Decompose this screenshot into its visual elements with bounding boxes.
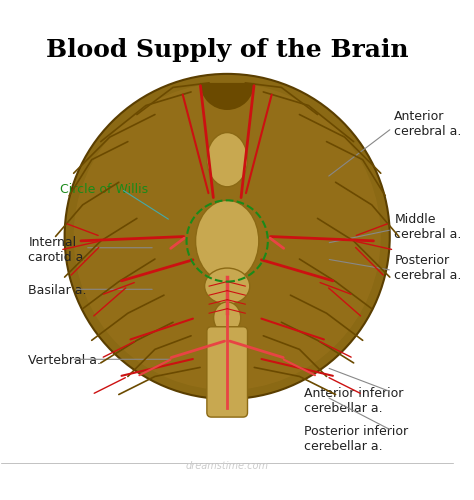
Text: Blood Supply of the Brain: Blood Supply of the Brain: [46, 38, 409, 62]
Ellipse shape: [196, 200, 259, 281]
FancyBboxPatch shape: [207, 327, 247, 417]
Ellipse shape: [73, 83, 381, 390]
Wedge shape: [200, 83, 254, 110]
Text: Anterior inferior
cerebellar a.: Anterior inferior cerebellar a.: [304, 388, 403, 415]
Text: Internal
carotid a.: Internal carotid a.: [28, 236, 88, 264]
Ellipse shape: [214, 302, 241, 334]
Text: Basilar a.: Basilar a.: [28, 284, 87, 297]
Text: dreamstime.com: dreamstime.com: [186, 462, 269, 471]
Text: Vertebral a.: Vertebral a.: [28, 354, 101, 367]
Ellipse shape: [207, 132, 247, 187]
Text: Middle
cerebral a.: Middle cerebral a.: [394, 214, 462, 242]
Ellipse shape: [64, 74, 390, 399]
Text: Circle of Willis: Circle of Willis: [60, 182, 148, 196]
Text: Anterior
cerebral a.: Anterior cerebral a.: [394, 110, 462, 138]
Text: Posterior
cerebral a.: Posterior cerebral a.: [394, 254, 462, 282]
Ellipse shape: [205, 268, 250, 304]
Text: Posterior inferior
cerebellar a.: Posterior inferior cerebellar a.: [304, 425, 408, 453]
